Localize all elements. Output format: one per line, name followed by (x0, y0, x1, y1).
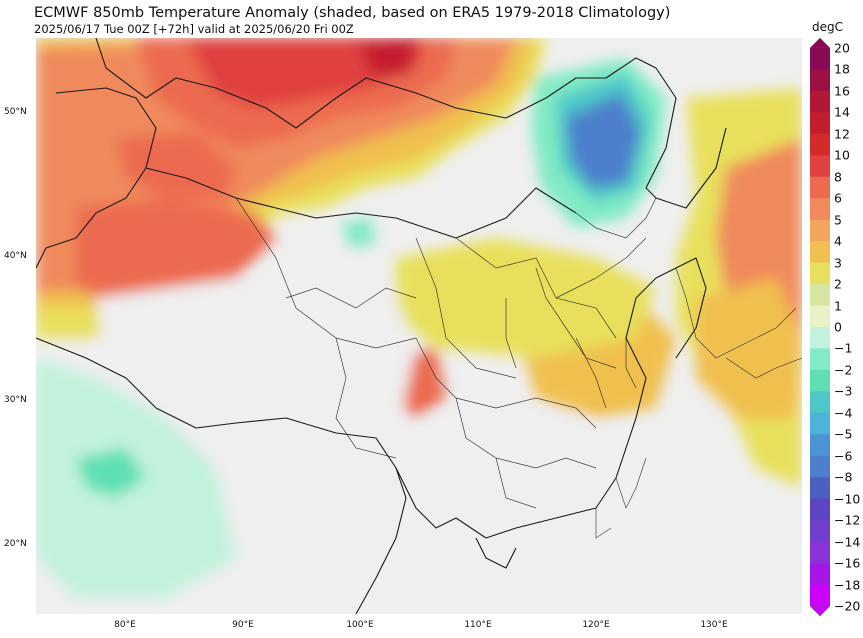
colorbar-segment (810, 133, 830, 156)
colorbar-tick-label: −16 (834, 555, 861, 571)
colorbar-segment (810, 262, 830, 285)
lat-label-20n: 20°N (4, 539, 27, 549)
colorbar-segment (810, 455, 830, 478)
colorbar-segment (810, 198, 830, 220)
colorbar-tick-label: −4 (834, 405, 853, 421)
colorbar-tick-label: −3 (834, 383, 853, 399)
colorbar-tick-label: 18 (834, 61, 850, 77)
colorbar-segment (810, 584, 830, 607)
warm-region-east-sea (696, 278, 802, 418)
warm-band-central (396, 238, 656, 358)
lon-label-120e: 120°E (582, 620, 610, 630)
colorbar-tick-label: −12 (834, 512, 861, 528)
colorbar-tick-label: −20 (834, 598, 861, 614)
colorbar-segment (810, 69, 830, 92)
colorbar-tick-label: 6 (834, 190, 842, 206)
colorbar-segment (810, 90, 830, 113)
colorbar-tick-label: −14 (834, 534, 861, 550)
coastline (595, 267, 802, 539)
colorbar-tick-label: 3 (834, 255, 842, 271)
province-borders (235, 197, 657, 509)
colorbar-unit: degC (812, 20, 843, 34)
colorbar-tick-label: 20 (834, 40, 850, 56)
map-subtitle: 2025/06/17 Tue 00Z [+72h] valid at 2025/… (34, 22, 354, 36)
colorbar-tick-label: −10 (834, 491, 861, 507)
warm-core-12 (356, 38, 416, 78)
cool-spot-india (76, 448, 146, 498)
colorbar-segment (810, 327, 830, 349)
colorbar-segment (810, 391, 830, 414)
colorbar-tick-label: −5 (834, 426, 853, 442)
colorbar-segment (810, 369, 830, 392)
neutral-south (416, 408, 676, 614)
colorbar-segment (810, 241, 830, 263)
colorbar-segment (810, 520, 830, 542)
colorbar-tick-label: 8 (834, 169, 842, 185)
lon-label-110e: 110°E (464, 620, 492, 630)
colorbar-tick-label: −8 (834, 469, 853, 485)
colorbar-tick-label: −18 (834, 577, 861, 593)
lon-label-80e: 80°E (114, 620, 136, 630)
colorbar-tick-label: 2 (834, 276, 842, 292)
map-title: ECMWF 850mb Temperature Anomaly (shaded,… (34, 5, 671, 21)
colorbar-tick-label: 4 (834, 233, 842, 249)
colorbar-segment (810, 305, 830, 328)
cool-spot-qinghai (341, 218, 376, 248)
anomaly-shading (36, 38, 802, 614)
lat-label-50n: 50°N (4, 107, 27, 117)
anomaly-map (36, 38, 802, 614)
lon-label-90e: 90°E (232, 620, 254, 630)
colorbar-tick-label: 14 (834, 104, 850, 120)
colorbar-tick-label: −1 (834, 340, 853, 356)
colorbar-segment (810, 541, 830, 564)
colorbar-segment (810, 155, 830, 178)
colorbar-tick-label: 10 (834, 147, 850, 163)
colorbar-tick-label: 5 (834, 212, 842, 228)
colorbar-segment (810, 498, 830, 521)
colorbar-segment (810, 112, 830, 135)
warm-region-tarim (116, 133, 236, 198)
colorbar-segment (810, 48, 830, 70)
colorbar-segment (810, 176, 830, 199)
colorbar-tick-label: −6 (834, 448, 853, 464)
lon-label-130e: 130°E (700, 620, 728, 630)
colorbar-extend-top (810, 38, 830, 49)
country-borders (36, 38, 727, 614)
colorbar-segment (810, 477, 830, 499)
colorbar-segment (810, 348, 830, 371)
cool-core-northeast (566, 93, 641, 188)
lat-label-30n: 30°N (4, 395, 27, 405)
colorbar-tick-label: −2 (834, 362, 853, 378)
lat-label-40n: 40°N (4, 251, 27, 261)
colorbar-tick-label: 0 (834, 319, 842, 335)
colorbar-segment (810, 284, 830, 306)
colorbar-segment (810, 434, 830, 457)
colorbar-segment (810, 563, 830, 585)
colorbar-tick-label: 12 (834, 126, 850, 142)
colorbar (810, 38, 830, 616)
colorbar-tick-label: 1 (834, 298, 842, 314)
colorbar-tick-label: 16 (834, 83, 850, 99)
colorbar-segment (810, 412, 830, 435)
colorbar-segments (810, 38, 830, 616)
lon-label-100e: 100°E (346, 620, 374, 630)
colorbar-extend-bottom (810, 605, 830, 616)
colorbar-segment (810, 219, 830, 242)
